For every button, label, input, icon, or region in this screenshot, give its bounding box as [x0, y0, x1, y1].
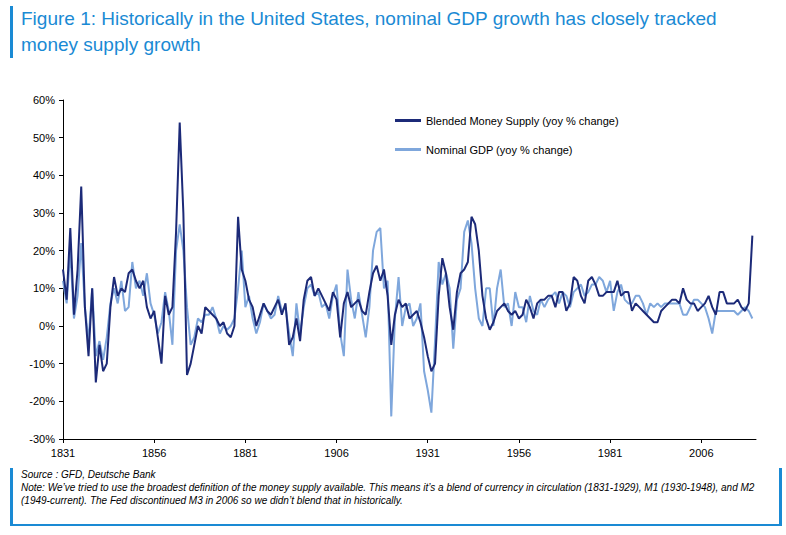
- html-text:Source : GFD, Deutsche Bank: Source : GFD, Deutsche Bank: [21, 469, 156, 480]
- svg-text:1831: 1831: [51, 447, 75, 459]
- svg-text:1956: 1956: [507, 447, 531, 459]
- svg-text:-10%: -10%: [29, 358, 55, 370]
- svg-text:Nominal GDP (yoy % change): Nominal GDP (yoy % change): [426, 144, 573, 156]
- html-text:Figure 1: Historically in the: Figure 1: Historically in the United Sta…: [21, 8, 717, 55]
- svg-text:10%: 10%: [33, 282, 55, 294]
- svg-text:30%: 30%: [33, 207, 55, 219]
- svg-text:1981: 1981: [598, 447, 622, 459]
- svg-text:40%: 40%: [33, 169, 55, 181]
- svg-text:60%: 60%: [33, 94, 55, 106]
- svg-text:-30%: -30%: [29, 433, 55, 445]
- svg-text:0%: 0%: [39, 320, 55, 332]
- html-text:Note: We’ve tried to use the b: Note: We’ve tried to use the broadest de…: [21, 482, 755, 506]
- svg-text:50%: 50%: [33, 132, 55, 144]
- svg-text:1856: 1856: [142, 447, 166, 459]
- svg-text:2006: 2006: [689, 447, 713, 459]
- svg-text:20%: 20%: [33, 245, 55, 257]
- svg-text:1881: 1881: [233, 447, 257, 459]
- svg-text:1906: 1906: [324, 447, 348, 459]
- svg-text:Blended Money Supply (yoy % ch: Blended Money Supply (yoy % change): [426, 115, 619, 127]
- svg-text:1931: 1931: [415, 447, 439, 459]
- svg-text:-20%: -20%: [29, 395, 55, 407]
